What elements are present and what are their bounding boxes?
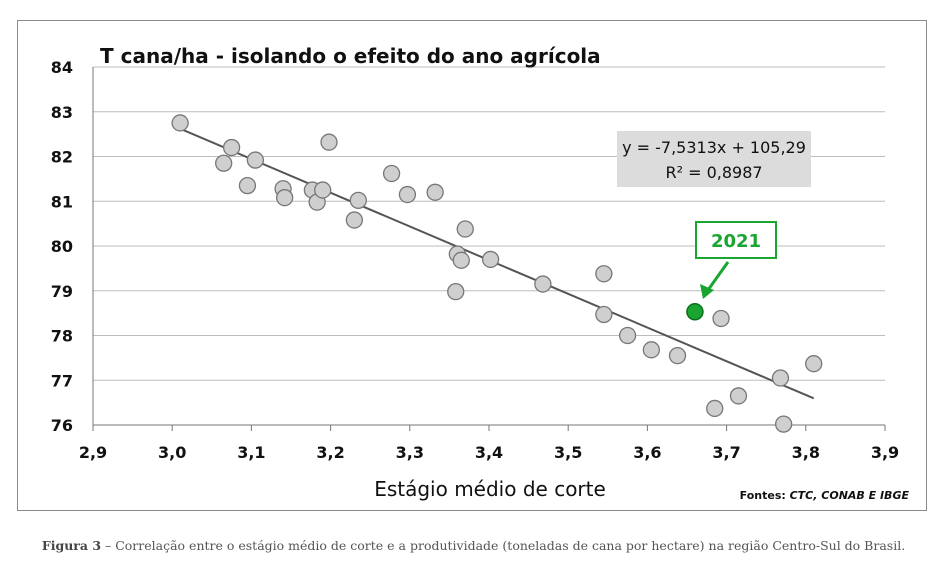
y-tick-label: 79 (51, 282, 73, 301)
data-point (382, 164, 401, 183)
data-point (276, 189, 294, 207)
data-point (314, 181, 332, 199)
x-tick-label: 3,5 (554, 443, 582, 462)
data-point (398, 185, 417, 204)
source-prefix: Fontes: (740, 489, 790, 502)
trend-equation: y = -7,5313x + 105,29 (622, 138, 806, 157)
trend-r2: R² = 0,8987 (665, 163, 762, 182)
data-point (712, 309, 730, 328)
data-points (171, 114, 823, 433)
x-tick-label: 3,8 (792, 443, 820, 462)
highlight-label-box (695, 221, 777, 259)
data-point (595, 305, 613, 324)
y-tick-label: 83 (51, 103, 73, 122)
x-tick-label: 3,4 (475, 443, 503, 462)
x-tick-label: 3,6 (633, 443, 661, 462)
data-point (426, 183, 444, 201)
y-tick-label: 78 (51, 327, 73, 346)
x-tick-labels: 2,9 3,0 3,1 3,2 3,3 3,4 3,5 3,6 3,7 3,8 3,9 (79, 443, 899, 462)
y-tick-labels: 76 77 78 79 80 81 82 83 84 (51, 58, 73, 435)
x-tick-label: 3,9 (871, 443, 899, 462)
highlight-point (686, 303, 704, 321)
axes (92, 67, 886, 431)
data-point (618, 326, 637, 345)
data-point (534, 275, 552, 293)
figure-caption: Figura 3 – Correlação entre o estágio mé… (0, 538, 947, 553)
source-note: Fontes: CTC, CONAB E IBGE (740, 489, 910, 502)
data-point (349, 191, 367, 210)
data-point (171, 114, 189, 132)
chart-frame (17, 20, 927, 511)
data-point (345, 211, 364, 229)
caption-label: Figura 3 (41, 538, 102, 553)
y-tick-label: 76 (51, 416, 73, 435)
x-tick-label: 3,1 (237, 443, 265, 462)
x-tick-label: 3,3 (396, 443, 424, 462)
data-point (222, 138, 241, 157)
caption-text: – Correlação entre o estágio médio de co… (101, 538, 906, 553)
x-axis-label: Estágio médio de corte (374, 477, 606, 501)
y-tick-label: 82 (51, 148, 73, 167)
data-point (215, 154, 233, 172)
data-point (706, 399, 724, 418)
data-point (246, 151, 265, 169)
data-point (771, 369, 790, 387)
highlight-arrow-head (700, 284, 714, 299)
y-tick-label: 81 (51, 192, 73, 211)
data-point (320, 133, 338, 151)
highlight-label: 2021 (711, 231, 761, 252)
data-point (238, 176, 257, 195)
data-point (729, 387, 748, 405)
x-tick-label: 3,2 (316, 443, 344, 462)
data-point (774, 415, 793, 433)
data-point (805, 355, 823, 373)
data-point (481, 250, 500, 269)
chart-title: T cana/ha - isolando o efeito do ano agr… (100, 44, 601, 68)
x-tick-label: 2,9 (79, 443, 107, 462)
x-tick-label: 3,0 (158, 443, 186, 462)
y-tick-label: 84 (51, 58, 73, 77)
data-point (642, 341, 661, 359)
y-tick-label: 80 (51, 237, 73, 256)
data-point (452, 251, 470, 269)
y-tick-label: 77 (51, 371, 73, 390)
highlight-callout: 2021 (695, 221, 777, 299)
source-value: CTC, CONAB E IBGE (790, 489, 910, 502)
data-point (595, 265, 613, 283)
x-tick-label: 3,7 (712, 443, 740, 462)
equation-box: y = -7,5313x + 105,29 R² = 0,8987 (617, 131, 811, 187)
equation-box-bg (617, 131, 811, 187)
highlight-arrow-shaft (706, 261, 730, 291)
data-point (668, 346, 687, 365)
data-point (447, 282, 465, 301)
data-point (456, 220, 474, 238)
